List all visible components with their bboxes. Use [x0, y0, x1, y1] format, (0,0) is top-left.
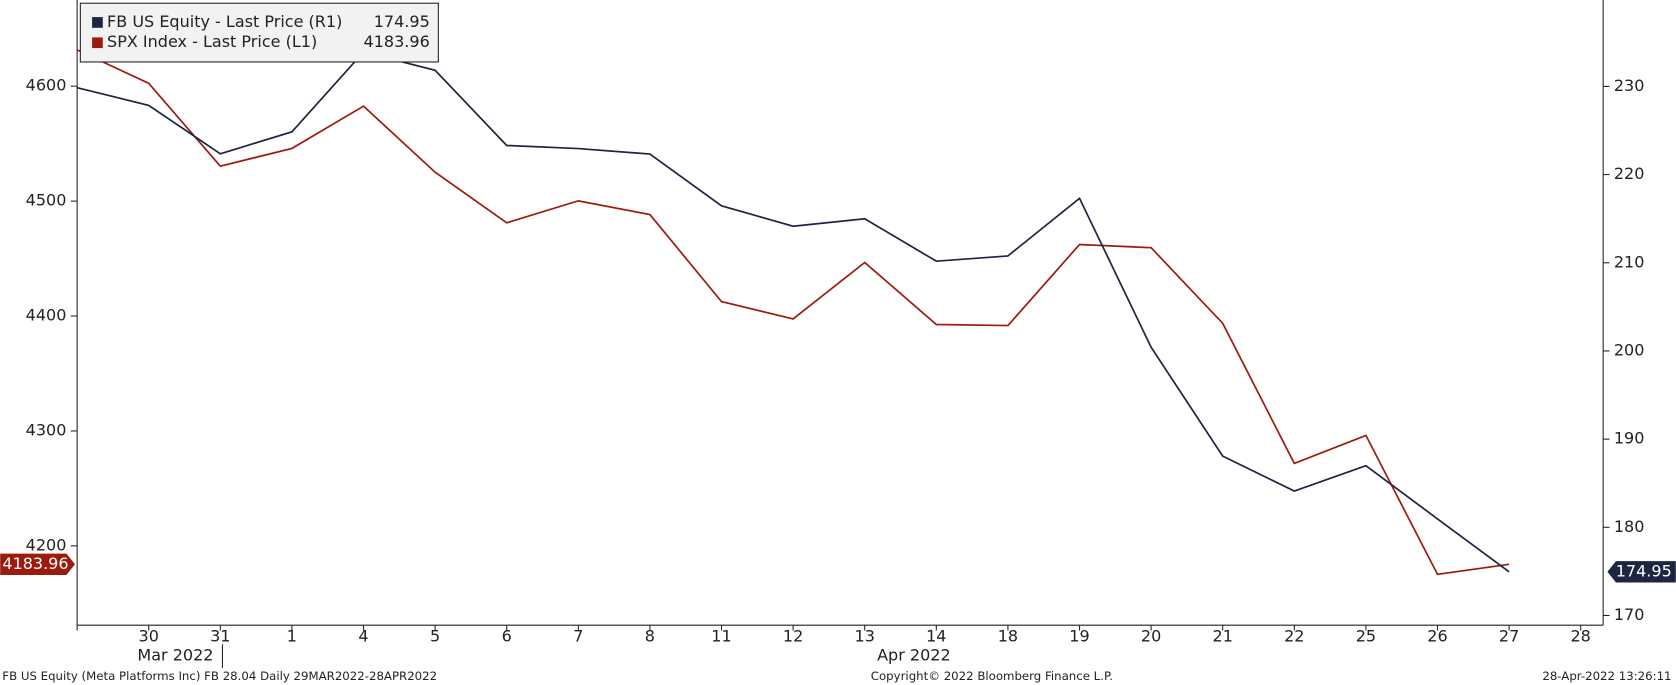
x-tick-label: 14: [926, 626, 946, 645]
y-tick-label: 4600: [26, 76, 67, 95]
x-tick-label: 21: [1213, 626, 1233, 645]
legend-box: [79, 2, 439, 63]
y2-tick-label: 180: [1614, 517, 1645, 536]
footer-right: 28-Apr-2022 13:26:11: [1542, 669, 1671, 683]
footer-center: Copyright© 2022 Bloomberg Finance L.P.: [871, 669, 1113, 683]
x-tick-label: 11: [711, 626, 731, 645]
y2-tick-label: 230: [1614, 76, 1645, 95]
end-tag-label: 174.95: [1616, 561, 1672, 580]
end-tag: [0, 553, 75, 575]
legend-swatch: [92, 17, 103, 28]
y-tick-label: 4400: [26, 306, 67, 325]
x-tick-label: 4: [358, 626, 368, 645]
x-tick-label: 7: [573, 626, 583, 645]
x-tick-label: 8: [645, 626, 655, 645]
x-group-label: Apr 2022: [877, 646, 951, 665]
x-tick-label: 1: [287, 626, 297, 645]
x-tick-label: 19: [1069, 626, 1089, 645]
legend-label: SPX Index - Last Price (L1): [107, 32, 317, 51]
x-tick-label: 26: [1427, 626, 1447, 645]
legend-swatch: [92, 37, 103, 49]
x-tick-label: 5: [430, 626, 440, 645]
x-group-label: Mar 2022: [137, 646, 213, 665]
y2-tick-label: 210: [1614, 252, 1645, 271]
x-tick-label: 12: [783, 626, 803, 645]
y2-tick-label: 200: [1614, 340, 1645, 359]
y-tick-label: 4300: [26, 420, 67, 439]
y2-tick-label: 170: [1614, 605, 1645, 624]
series-line: [76, 49, 1510, 576]
x-tick-label: 13: [855, 626, 875, 645]
x-tick-label: 27: [1499, 626, 1519, 645]
legend-label: FB US Equity - Last Price (R1): [107, 12, 342, 31]
y2-tick-label: 190: [1614, 429, 1645, 448]
end-tag: [1607, 561, 1676, 583]
x-tick-label: 30: [139, 626, 159, 645]
series-line: [76, 51, 1510, 573]
footer-left: FB US Equity (Meta Platforms Inc) FB 28.…: [2, 669, 437, 683]
x-tick-label: 25: [1356, 626, 1376, 645]
x-tick-label: 18: [998, 626, 1018, 645]
y2-tick-label: 220: [1614, 164, 1645, 183]
x-tick-label: 31: [210, 626, 230, 645]
legend-value: 4183.96: [364, 32, 430, 51]
x-tick-label: 20: [1141, 626, 1161, 645]
x-tick-label: 22: [1284, 626, 1304, 645]
y-tick-label: 4500: [26, 191, 67, 210]
x-tick-label: 28: [1571, 626, 1591, 645]
x-tick-label: 6: [502, 626, 512, 645]
end-tag-label: 4183.96: [2, 554, 68, 573]
legend-value: 174.95: [374, 12, 430, 31]
y-tick-label: 4200: [26, 535, 67, 554]
